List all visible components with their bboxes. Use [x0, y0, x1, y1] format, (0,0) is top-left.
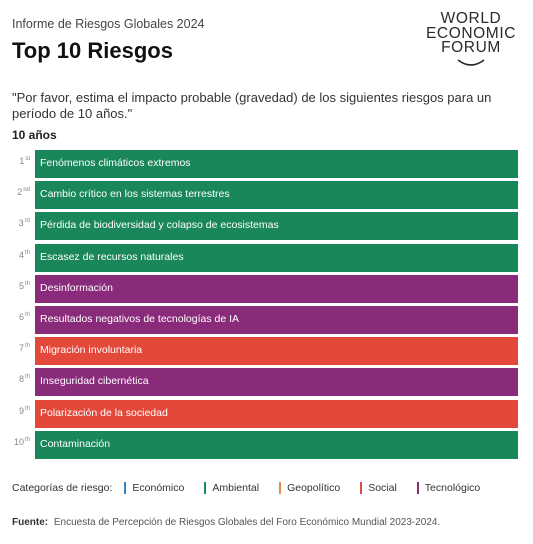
survey-question: "Por favor, estima el impacto probable (…: [12, 90, 492, 121]
risk-ranking-chart: 1st Fenómenos climáticos extremos 2nd Cambi…: [0, 150, 533, 462]
logo-line-2: ECONOMIC: [425, 24, 517, 42]
rank-number: 7th: [18, 343, 30, 354]
risk-bar: Cambio crítico en los sistemas terrestre…: [35, 181, 518, 210]
risk-label: Escasez de recursos naturales: [40, 250, 184, 263]
report-label: Informe de Riesgos Globales 2024: [12, 17, 205, 31]
rank-number: 3rd: [18, 218, 30, 229]
legend: Categorías de riesgo: Económico Ambiental…: [12, 480, 500, 496]
risk-row: 2nd Cambio crítico en los sistemas terres…: [0, 181, 533, 210]
rank-number: 5th: [18, 280, 30, 291]
risk-label: Inseguridad cibernética: [40, 375, 149, 388]
time-horizon-label: 10 años: [12, 128, 57, 142]
rank-number: 6th: [18, 312, 30, 322]
risk-row: 4th Escasez de recursos naturales: [0, 243, 533, 272]
legend-item: Ambiental: [204, 482, 259, 494]
rank-number: 4th: [18, 249, 30, 260]
logo-line-1: WORLD: [440, 10, 502, 27]
risk-bar: Resultados negativos de tecnologías de I…: [35, 306, 518, 334]
legend-swatch: [124, 482, 127, 494]
risk-row: 3rd Pérdida de biodiversidad y colapso de…: [0, 212, 533, 241]
source-label: Fuente:: [12, 517, 49, 528]
risk-row: 1st Fenómenos climáticos extremos: [0, 150, 533, 178]
legend-swatch: [360, 482, 363, 494]
risk-label: Fenómenos climáticos extremos: [40, 157, 191, 169]
source-text: Encuesta de Percepción de Riesgos Global…: [53, 517, 441, 528]
page-title: Top 10 Riesgos: [12, 38, 173, 63]
rank-number: 10th: [13, 436, 30, 447]
legend-title: Categorías de riesgo:: [12, 482, 113, 494]
risk-label: Polarización de la sociedad: [40, 406, 168, 419]
logo-line-3: FORUM: [441, 39, 501, 56]
risk-bar: Contaminación: [35, 430, 518, 459]
legend-label: Social: [368, 482, 397, 494]
risk-row: 9th Polarización de la sociedad: [0, 399, 533, 428]
risk-row: 6th Resultados negativos de tecnologías d…: [0, 306, 533, 334]
risk-row: 10th Contaminación: [0, 430, 533, 459]
risk-bar: Desinformación: [35, 274, 518, 303]
risk-label: Migración involuntaria: [40, 344, 143, 357]
legend-swatch: [204, 482, 207, 494]
legend-label: Ambiental: [212, 482, 260, 494]
risk-label: Resultados negativos de tecnologías de I…: [40, 313, 240, 325]
legend-label: Económico: [132, 482, 185, 494]
risk-label: Pérdida de biodiversidad y colapso de ec…: [40, 219, 279, 232]
risk-bar: Polarización de la sociedad: [35, 399, 518, 428]
risk-bar: Fenómenos climáticos extremos: [35, 150, 518, 178]
legend-item: Geopolítico: [279, 482, 340, 494]
legend-item: Económico: [124, 482, 184, 494]
rank-number: 9th: [18, 405, 30, 416]
legend-swatch: [279, 482, 282, 494]
risk-bar: Migración involuntaria: [35, 337, 518, 366]
risk-row: 5th Desinformación: [0, 274, 533, 303]
rank-number: 2nd: [17, 187, 30, 198]
legend-swatch: [416, 482, 419, 494]
risk-label: Desinformación: [40, 281, 113, 294]
rank-number: 8th: [18, 374, 30, 385]
risk-row: 8th Inseguridad cibernética: [0, 368, 533, 397]
wef-logo: WORLD ECONOMIC FORUM: [416, 10, 526, 67]
risk-bar: Pérdida de biodiversidad y colapso de ec…: [35, 212, 518, 241]
rank-number: 1st: [19, 156, 30, 166]
risk-bar: Escasez de recursos naturales: [35, 243, 518, 272]
legend-item: Tecnológico: [416, 482, 481, 494]
legend-item: Social: [360, 482, 397, 494]
risk-bar: Inseguridad cibernética: [35, 368, 518, 397]
legend-label: Tecnológico: [424, 482, 481, 494]
logo-arc-icon: [457, 58, 485, 66]
legend-label: Geopolítico: [287, 482, 341, 494]
risk-row: 7th Migración involuntaria: [0, 337, 533, 366]
risk-label: Cambio crítico en los sistemas terrestre…: [40, 188, 230, 201]
risk-label: Contaminación: [40, 437, 111, 450]
source-note: Fuente: Encuesta de Percepción de Riesgo…: [12, 517, 440, 528]
